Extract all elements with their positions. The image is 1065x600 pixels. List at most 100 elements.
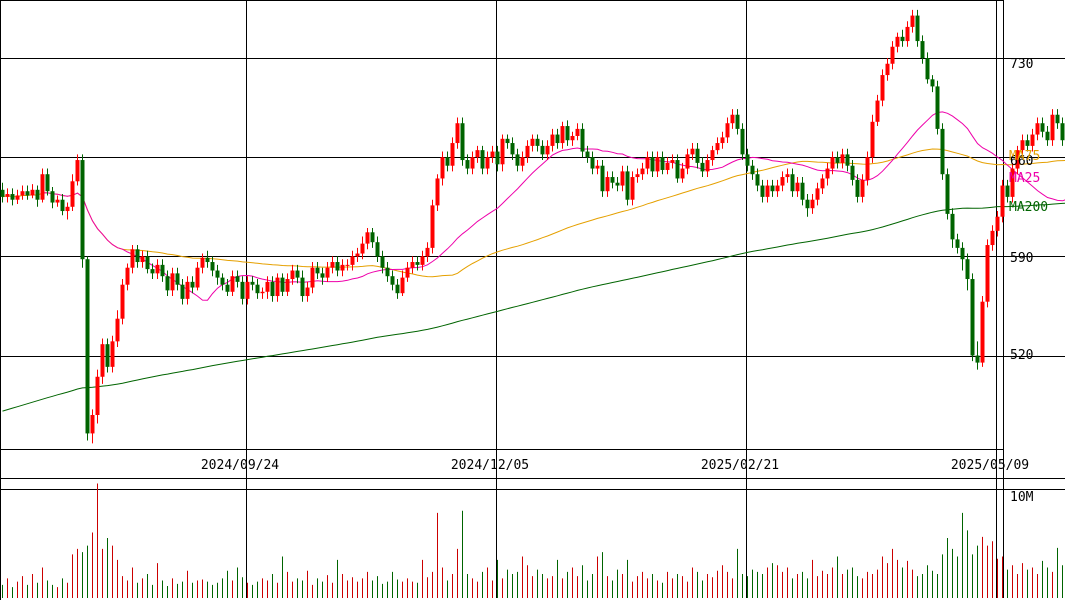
candle (755, 168, 760, 192)
date-label: 2025/05/09 (951, 458, 1029, 473)
candle-body (315, 267, 320, 274)
candle-body (960, 247, 965, 260)
candle (965, 253, 970, 291)
candle (250, 276, 255, 291)
candle (715, 137, 720, 155)
candle-body (275, 277, 280, 297)
candle (1030, 128, 1035, 152)
volume-panel: 10M (0, 478, 1065, 598)
candle-body (50, 191, 55, 203)
candle-body (995, 216, 1000, 231)
candle-body (425, 247, 430, 257)
candle (520, 151, 525, 172)
candle-body (600, 165, 605, 192)
candle (630, 171, 635, 206)
legend-ma200: MA200 (1009, 200, 1048, 215)
candle (280, 273, 285, 297)
candle-body (495, 151, 500, 165)
candle (160, 259, 165, 282)
candle (35, 185, 40, 207)
candle (810, 194, 815, 214)
candle (640, 162, 645, 180)
candle (940, 123, 945, 180)
candle (665, 157, 670, 175)
candle (725, 117, 730, 144)
candle (635, 168, 640, 183)
candle-body (1040, 123, 1045, 132)
candle-body (260, 291, 265, 294)
candle-body (760, 185, 765, 197)
candle-body (55, 199, 60, 203)
candle-body (470, 157, 475, 169)
candle (130, 245, 135, 274)
y-tick-label: 660 (1010, 154, 1033, 169)
candle (5, 188, 10, 203)
candle-body (205, 257, 210, 263)
candle (770, 179, 775, 197)
candle-body (415, 262, 420, 265)
candle (415, 256, 420, 271)
candle (955, 233, 960, 254)
candle (1025, 134, 1030, 152)
candle-body (570, 135, 575, 141)
candle-body (910, 15, 915, 27)
candle (295, 264, 300, 284)
candle-body (140, 256, 145, 263)
candle (765, 179, 770, 203)
candle (15, 189, 20, 204)
candle (450, 137, 455, 172)
candle-body (810, 199, 815, 209)
candle (625, 165, 630, 206)
candle-body (30, 189, 35, 196)
candle-body (480, 150, 485, 169)
candle (685, 148, 690, 175)
candle-body (475, 150, 480, 158)
candle-body (70, 181, 75, 207)
candle-body (805, 199, 810, 209)
candle-body (795, 182, 800, 192)
candle-body (930, 79, 935, 87)
candle (120, 279, 125, 325)
candle-body (670, 160, 675, 163)
candle (375, 236, 380, 263)
candle-body (265, 281, 270, 292)
volume-tick-label: 10M (1010, 490, 1034, 505)
candle (1045, 126, 1050, 146)
candle-body (630, 177, 635, 200)
candle (180, 279, 185, 305)
candle (505, 134, 510, 149)
candle (815, 182, 820, 206)
candle-body (65, 206, 70, 212)
candle (565, 120, 570, 146)
candle (185, 276, 190, 305)
candle (400, 270, 405, 297)
candle-body (135, 249, 140, 263)
candle-body (105, 344, 110, 367)
candle (465, 154, 470, 175)
candle (540, 140, 545, 161)
candle (730, 109, 735, 129)
candle (735, 109, 740, 135)
candle-body (160, 264, 165, 277)
candle-body (685, 154, 690, 169)
candle (1060, 117, 1065, 146)
candle-body (540, 145, 545, 155)
candle (595, 160, 600, 175)
candle (960, 242, 965, 271)
candle (610, 171, 615, 189)
candle (345, 259, 350, 271)
candle-body (615, 182, 620, 186)
candle (1050, 109, 1055, 146)
candle-body (340, 264, 345, 271)
candle-body (545, 145, 550, 155)
candle-body (270, 281, 275, 297)
candle (140, 250, 145, 268)
candle (990, 225, 995, 251)
candle (920, 35, 925, 64)
candle-body (1020, 140, 1025, 151)
candle (325, 262, 330, 282)
candle (825, 162, 830, 186)
candle (95, 369, 100, 424)
candle-body (645, 157, 650, 169)
candle-body (440, 157, 445, 179)
